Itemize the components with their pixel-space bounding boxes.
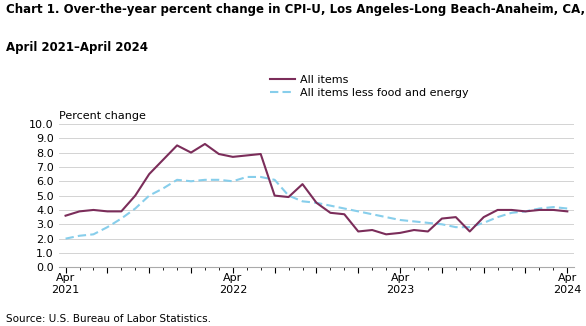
Text: 2024: 2024 — [553, 285, 581, 295]
Legend: All items, All items less food and energy: All items, All items less food and energ… — [270, 75, 469, 98]
Text: Percent change: Percent change — [59, 111, 145, 121]
Text: April 2021–April 2024: April 2021–April 2024 — [6, 41, 148, 54]
Text: Chart 1. Over-the-year percent change in CPI-U, Los Angeles-Long Beach-Anaheim, : Chart 1. Over-the-year percent change in… — [6, 3, 585, 16]
Text: 2021: 2021 — [52, 285, 80, 295]
Text: 2022: 2022 — [219, 285, 247, 295]
Text: 2023: 2023 — [386, 285, 414, 295]
Text: Source: U.S. Bureau of Labor Statistics.: Source: U.S. Bureau of Labor Statistics. — [6, 314, 211, 324]
